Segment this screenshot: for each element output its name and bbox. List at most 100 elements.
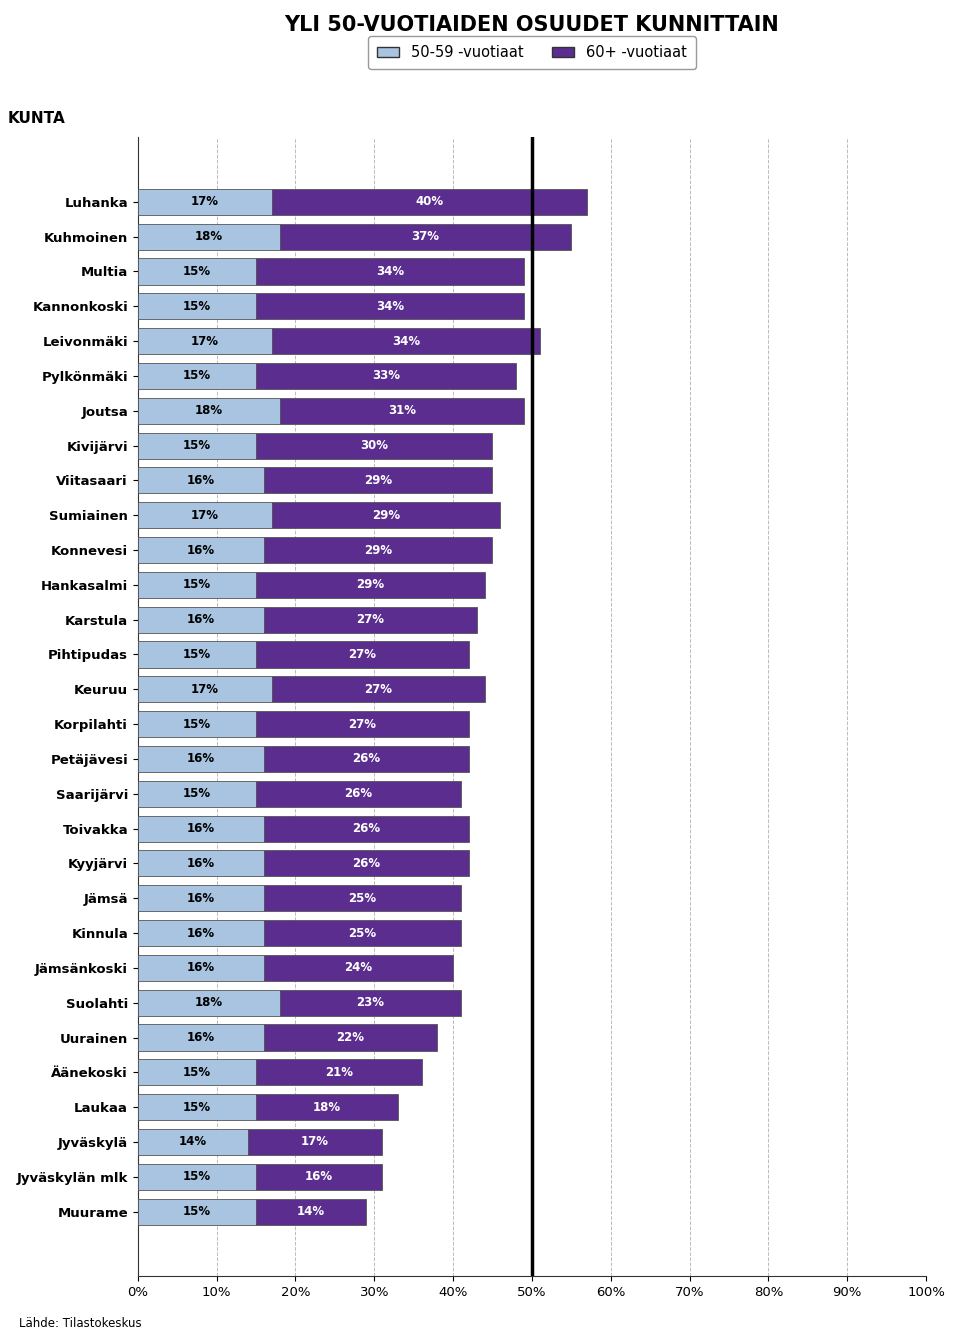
Text: KUNTA: KUNTA <box>8 110 65 126</box>
Text: 18%: 18% <box>195 231 223 243</box>
Bar <box>256 641 468 668</box>
Text: 17%: 17% <box>191 196 219 208</box>
Bar <box>272 676 485 703</box>
Bar <box>138 676 272 703</box>
Bar <box>279 398 524 424</box>
Text: 33%: 33% <box>372 369 400 382</box>
Bar <box>138 815 264 842</box>
Text: 34%: 34% <box>392 335 420 347</box>
Text: 27%: 27% <box>348 648 376 661</box>
Text: 16%: 16% <box>187 543 215 557</box>
Text: 25%: 25% <box>348 892 376 905</box>
Bar <box>256 1059 421 1085</box>
Text: 29%: 29% <box>356 578 384 591</box>
Bar <box>138 1164 256 1189</box>
Text: 29%: 29% <box>364 473 393 487</box>
Text: 16%: 16% <box>187 857 215 870</box>
Bar <box>256 294 524 319</box>
Text: 15%: 15% <box>182 1206 211 1218</box>
Bar <box>264 815 468 842</box>
Text: 16%: 16% <box>187 613 215 626</box>
Text: 22%: 22% <box>337 1031 365 1045</box>
Bar <box>138 398 279 424</box>
Bar <box>138 780 256 807</box>
Bar <box>138 468 264 493</box>
Bar <box>138 711 256 738</box>
Bar <box>264 536 492 563</box>
Text: 34%: 34% <box>376 266 404 278</box>
Bar <box>138 1094 256 1120</box>
Bar <box>138 955 264 980</box>
Text: 15%: 15% <box>182 717 211 731</box>
Bar <box>138 606 264 633</box>
Bar <box>138 363 256 389</box>
Bar <box>138 1129 248 1155</box>
Bar <box>264 850 468 877</box>
Bar <box>279 990 461 1015</box>
Title: YLI 50-VUOTIAIDEN OSUUDET KUNNITTAIN
KESKI-SUOMESSA 2003: YLI 50-VUOTIAIDEN OSUUDET KUNNITTAIN KES… <box>284 15 780 64</box>
Text: 26%: 26% <box>352 752 380 766</box>
Text: 15%: 15% <box>182 1101 211 1113</box>
Bar <box>138 990 279 1015</box>
Text: 24%: 24% <box>345 961 372 975</box>
Bar <box>256 259 524 284</box>
Bar <box>138 259 256 284</box>
Bar <box>256 1164 382 1189</box>
Bar <box>256 1094 397 1120</box>
Text: 31%: 31% <box>388 404 416 417</box>
Bar <box>264 885 461 912</box>
Bar <box>138 189 272 215</box>
Text: 17%: 17% <box>191 508 219 522</box>
Text: 15%: 15% <box>182 300 211 312</box>
Text: 21%: 21% <box>324 1066 352 1078</box>
Text: 15%: 15% <box>182 578 211 591</box>
Text: 16%: 16% <box>305 1171 333 1183</box>
Text: 16%: 16% <box>187 822 215 835</box>
Text: 15%: 15% <box>182 369 211 382</box>
Bar <box>138 433 256 459</box>
Text: 18%: 18% <box>195 404 223 417</box>
Text: 16%: 16% <box>187 892 215 905</box>
Text: 15%: 15% <box>182 1066 211 1078</box>
Bar <box>256 711 468 738</box>
Bar <box>272 189 588 215</box>
Bar <box>138 1059 256 1085</box>
Bar <box>138 329 272 354</box>
Bar <box>138 571 256 598</box>
Text: 14%: 14% <box>298 1206 325 1218</box>
Text: 23%: 23% <box>356 996 384 1010</box>
Text: 18%: 18% <box>313 1101 341 1113</box>
Text: 15%: 15% <box>182 266 211 278</box>
Bar <box>264 606 477 633</box>
Bar <box>272 502 500 528</box>
Bar <box>138 746 264 772</box>
Bar <box>138 920 264 947</box>
Bar <box>256 433 492 459</box>
Text: 15%: 15% <box>182 648 211 661</box>
Bar <box>138 885 264 912</box>
Bar <box>272 329 540 354</box>
Text: 17%: 17% <box>301 1136 329 1148</box>
Text: 26%: 26% <box>352 822 380 835</box>
Bar <box>138 536 264 563</box>
Text: 29%: 29% <box>364 543 393 557</box>
Text: 27%: 27% <box>348 717 376 731</box>
Bar <box>256 363 516 389</box>
Text: 29%: 29% <box>372 508 400 522</box>
Text: 16%: 16% <box>187 752 215 766</box>
Text: 26%: 26% <box>352 857 380 870</box>
Text: 17%: 17% <box>191 683 219 696</box>
Text: 16%: 16% <box>187 961 215 975</box>
Text: 37%: 37% <box>412 231 440 243</box>
Bar <box>138 224 279 249</box>
Bar <box>138 294 256 319</box>
Text: 17%: 17% <box>191 335 219 347</box>
Bar <box>264 746 468 772</box>
Bar <box>264 955 453 980</box>
Bar <box>279 224 571 249</box>
Bar <box>138 1199 256 1224</box>
Text: 26%: 26% <box>345 787 372 801</box>
Bar <box>256 780 461 807</box>
Text: Lähde: Tilastokeskus: Lähde: Tilastokeskus <box>19 1317 142 1330</box>
Bar <box>138 850 264 877</box>
